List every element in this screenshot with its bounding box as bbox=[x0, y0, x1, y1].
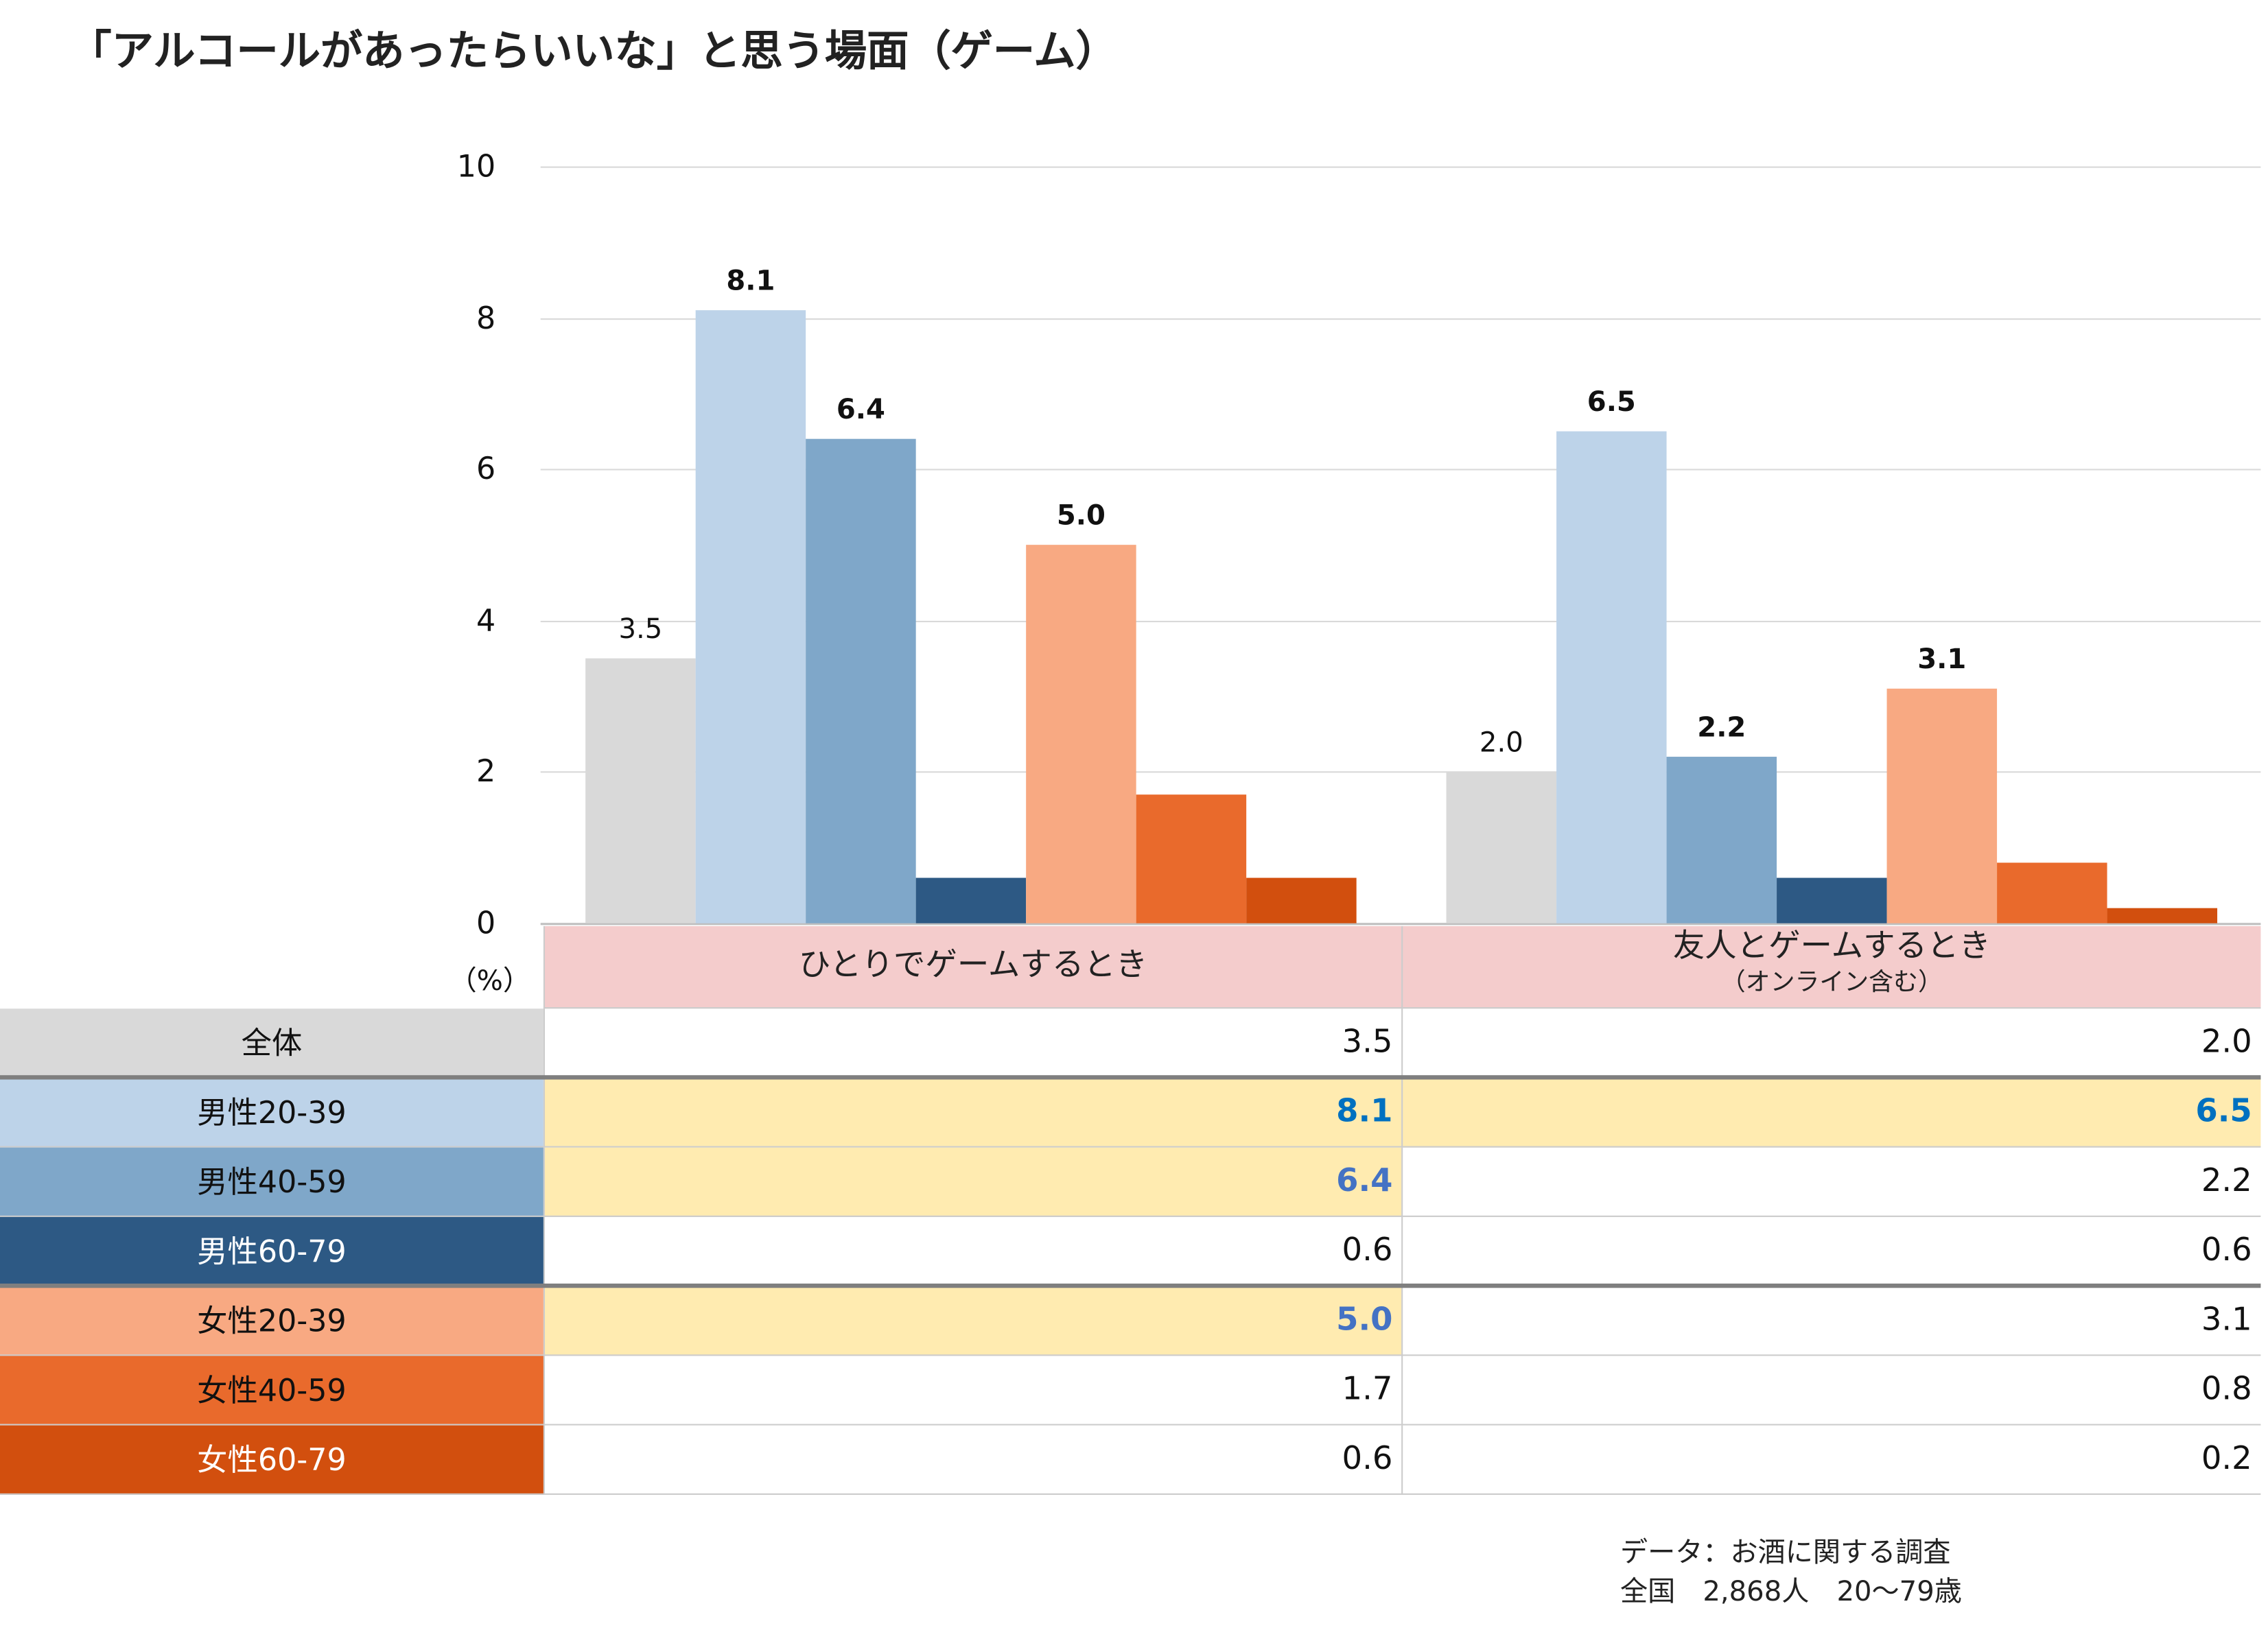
bar bbox=[1556, 431, 1667, 923]
table-cell: 8.1 bbox=[543, 1078, 1402, 1148]
data-label: 6.4 bbox=[837, 394, 885, 425]
data-label: 6.5 bbox=[1587, 386, 1636, 418]
row-label: 女性40-59 bbox=[0, 1356, 543, 1426]
table-cell: 6.4 bbox=[543, 1147, 1402, 1217]
gridline bbox=[540, 772, 2261, 774]
row-label: 全体 bbox=[0, 1008, 543, 1078]
gridline bbox=[540, 318, 2261, 320]
column-header-solo: ひとりでゲームするとき bbox=[543, 925, 1402, 1009]
y-axis-unit: （%） bbox=[449, 965, 531, 998]
bar bbox=[806, 438, 916, 923]
column-header-friends: 友人とゲームするとき （オンライン含む） bbox=[1401, 925, 2261, 1009]
row-label: 男性20-39 bbox=[0, 1078, 543, 1148]
data-label: 3.5 bbox=[619, 613, 663, 645]
table-cell: 5.0 bbox=[543, 1286, 1402, 1356]
column-header-sublabel: （オンライン含む） bbox=[1720, 968, 1943, 998]
gridline bbox=[540, 166, 2261, 168]
bar bbox=[1026, 545, 1136, 923]
y-tick-label: 4 bbox=[476, 603, 496, 638]
gridline bbox=[540, 469, 2261, 471]
y-tick-label: 8 bbox=[476, 300, 496, 335]
y-tick-label: 6 bbox=[476, 451, 496, 487]
bar bbox=[1446, 772, 1557, 923]
sample-note: 全国 2,868人 20～79歳 bbox=[1620, 1576, 1962, 1608]
y-tick-label: 2 bbox=[476, 754, 496, 790]
bar bbox=[695, 310, 806, 923]
table-cell: 0.2 bbox=[1401, 1425, 2261, 1495]
row-label: 女性60-79 bbox=[0, 1425, 543, 1495]
data-label: 5.0 bbox=[1057, 500, 1106, 532]
table-cell: 2.2 bbox=[1401, 1147, 2261, 1217]
source-note: データ：お酒に関する調査 bbox=[1620, 1537, 1951, 1569]
bar bbox=[1777, 877, 1887, 923]
table-cell: 0.6 bbox=[1401, 1216, 2261, 1287]
gridline bbox=[540, 620, 2261, 622]
y-tick-label: 0 bbox=[476, 906, 496, 941]
bar bbox=[1666, 757, 1777, 923]
bar bbox=[915, 877, 1027, 923]
row-label: 男性60-79 bbox=[0, 1216, 543, 1287]
row-label: 女性20-39 bbox=[0, 1286, 543, 1356]
chart-title: 「アルコールがあったらいいな」と思う場面（ゲーム） bbox=[69, 25, 1118, 75]
table-cell: 0.6 bbox=[543, 1216, 1402, 1287]
data-label: 2.0 bbox=[1480, 727, 1523, 759]
column-header-label: 友人とゲームするとき bbox=[1672, 929, 1991, 965]
bar bbox=[1886, 688, 1998, 923]
column-header-label: ひとりでゲームするとき bbox=[798, 947, 1148, 984]
data-label: 3.1 bbox=[1917, 644, 1966, 675]
table-cell: 0.8 bbox=[1401, 1356, 2261, 1426]
bar bbox=[1246, 877, 1357, 923]
bar bbox=[1136, 794, 1247, 923]
bar bbox=[585, 658, 696, 923]
table-cell: 1.7 bbox=[543, 1356, 1402, 1426]
table-cell: 3.5 bbox=[543, 1008, 1402, 1078]
group-separator bbox=[0, 1283, 2261, 1288]
group-separator bbox=[0, 1075, 2261, 1080]
bar bbox=[2107, 908, 2218, 923]
table-cell: 2.0 bbox=[1401, 1008, 2261, 1078]
y-tick-label: 10 bbox=[456, 149, 496, 184]
data-label: 8.1 bbox=[726, 266, 775, 297]
table-cell: 3.1 bbox=[1401, 1286, 2261, 1356]
table-cell: 0.6 bbox=[543, 1425, 1402, 1495]
bar bbox=[1997, 862, 2107, 923]
row-label: 男性40-59 bbox=[0, 1147, 543, 1217]
data-label: 2.2 bbox=[1697, 712, 1746, 744]
table-cell: 6.5 bbox=[1401, 1078, 2261, 1148]
